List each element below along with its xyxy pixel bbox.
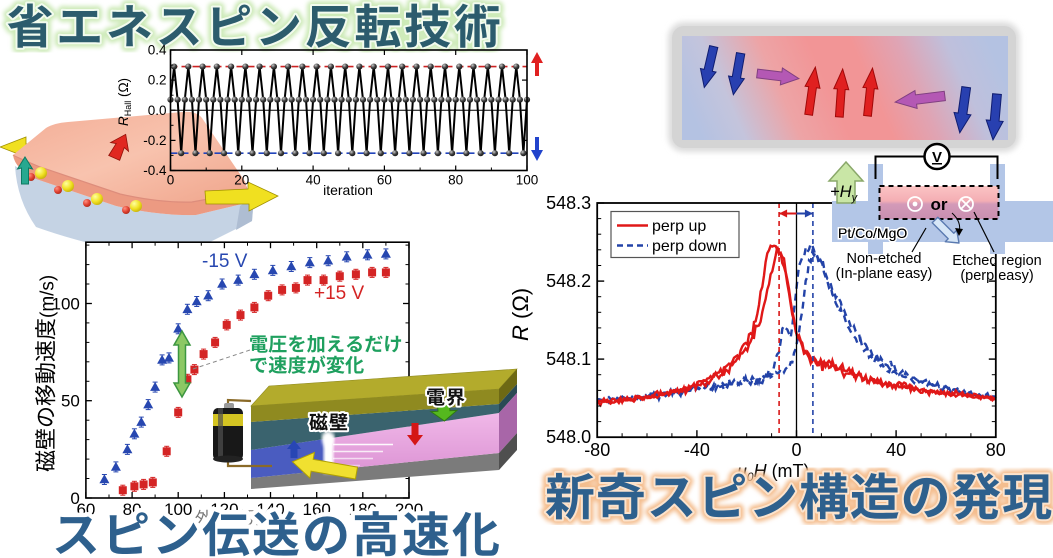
svg-text:0.2: 0.2	[148, 73, 167, 88]
svg-text:-40: -40	[684, 440, 710, 460]
svg-text:perp up: perp up	[652, 218, 706, 235]
svg-text:40: 40	[886, 440, 906, 460]
svg-text:100: 100	[52, 295, 80, 314]
svg-text:100: 100	[516, 173, 539, 188]
svg-text:-15 V: -15 V	[202, 251, 248, 272]
svg-text:(In-plane easy): (In-plane easy)	[836, 266, 933, 282]
svg-text:0: 0	[70, 489, 79, 508]
svg-text:0.0: 0.0	[148, 103, 167, 118]
svg-text:20: 20	[234, 173, 249, 188]
svg-text:Etched region: Etched region	[952, 253, 1041, 269]
svg-text:0.4: 0.4	[148, 43, 167, 58]
svg-text:548.0: 548.0	[546, 427, 591, 447]
svg-text:548.1: 548.1	[546, 349, 591, 369]
svg-text:Pt/Co/MgO: Pt/Co/MgO	[838, 225, 907, 241]
svg-text:80: 80	[986, 440, 1006, 460]
svg-text:iteration: iteration	[323, 182, 373, 198]
svg-text:+Hy: +Hy	[830, 183, 859, 204]
svg-text:Pt/Co/MgO: Pt/Co/MgO	[838, 225, 907, 241]
svg-text:100: 100	[164, 500, 192, 519]
svg-text:0: 0	[791, 440, 801, 460]
svg-text:V: V	[932, 149, 942, 166]
svg-text:Non-etched: Non-etched	[847, 251, 922, 267]
svg-text:(m/s): (m/s)	[38, 275, 59, 318]
svg-text:R (Ω): R (Ω)	[508, 288, 533, 341]
svg-text:548.3: 548.3	[546, 193, 591, 213]
svg-text:+15 V: +15 V	[314, 283, 365, 304]
svg-text:0: 0	[167, 173, 175, 188]
svg-text:-0.2: -0.2	[143, 133, 166, 148]
svg-text:-80: -80	[584, 440, 610, 460]
svg-text:or: or	[931, 195, 948, 214]
svg-text:-0.4: -0.4	[143, 163, 167, 178]
svg-text:60: 60	[377, 173, 392, 188]
svg-text:50: 50	[61, 392, 80, 411]
svg-text:40: 40	[306, 173, 321, 188]
svg-text:80: 80	[448, 173, 463, 188]
svg-text:(perp easy): (perp easy)	[960, 268, 1033, 284]
svg-text:perp down: perp down	[652, 238, 727, 255]
svg-text:548.2: 548.2	[546, 271, 591, 291]
